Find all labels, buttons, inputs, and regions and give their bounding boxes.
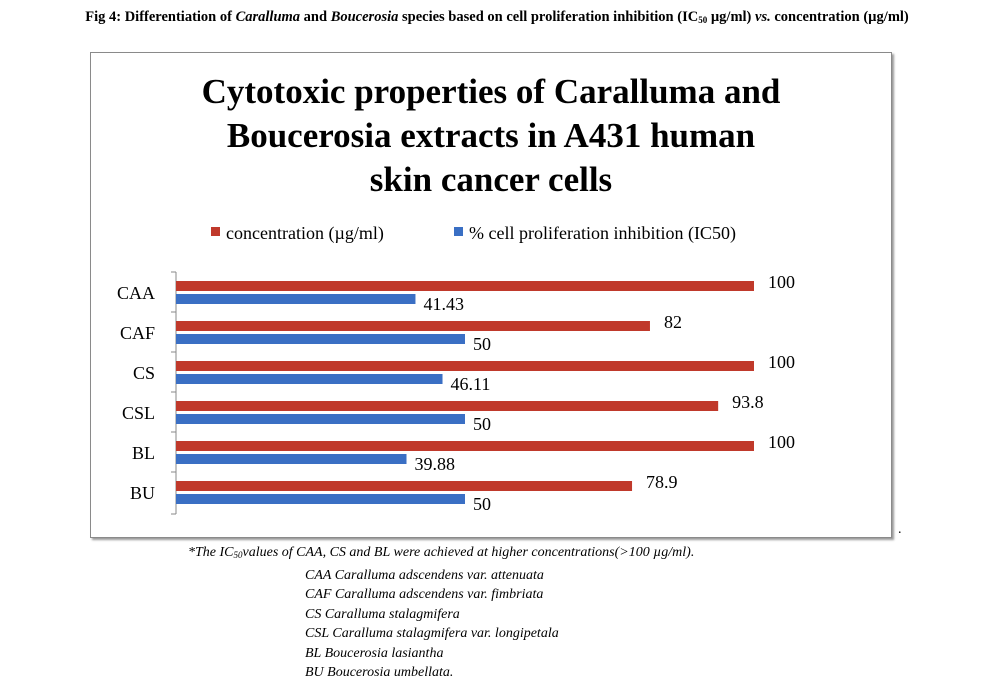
data-label: 100 <box>768 352 795 372</box>
abbreviation: CSL Caralluma stalagmifera var. longipet… <box>305 626 559 641</box>
bar-csl-ic50 <box>176 414 465 424</box>
abbreviation: CAF Caralluma adscendens var. fimbriata <box>305 587 544 602</box>
bar-csl-concentration <box>176 401 719 411</box>
chart-title-line: Boucerosia extracts in A431 human <box>227 116 755 155</box>
data-label: 82 <box>664 312 682 332</box>
data-label: 39.88 <box>415 454 456 474</box>
data-label: 93.8 <box>732 392 764 412</box>
caption-text: concentration (µg/ml) <box>770 9 909 25</box>
abbreviation: CS Caralluma stalagmifera <box>305 606 460 622</box>
trailing-mark: . <box>898 522 902 537</box>
category-label: CS <box>133 363 155 383</box>
bar-caf-concentration <box>176 321 650 331</box>
caption-vs: vs. <box>755 9 771 25</box>
footnote-ic50: *The IC50values of CAA, CS and BL were a… <box>188 543 694 566</box>
data-label: 100 <box>768 272 795 292</box>
data-label: 41.43 <box>423 294 464 314</box>
legend-swatch <box>211 227 220 236</box>
data-label: 50 <box>473 334 491 354</box>
bar-caf-ic50 <box>176 334 465 344</box>
chart-svg: Cytotoxic properties of Caralluma and Bou… <box>117 72 795 515</box>
abbreviation: CAA Caralluma adscendens var. attenuata <box>305 567 544 583</box>
caption-genus: Boucerosia <box>330 9 399 25</box>
caption-text: Fig 4: Differentiation of <box>85 9 236 25</box>
chart-area: Cytotoxic properties of Caralluma and Bou… <box>90 52 892 538</box>
data-label: 50 <box>473 494 491 514</box>
caption-subscript: 50 <box>698 15 708 25</box>
data-label: 78.9 <box>646 472 678 492</box>
data-label: 50 <box>473 414 491 434</box>
legend-label: concentration (µg/ml) <box>226 223 384 244</box>
bar-cs-ic50 <box>176 374 443 384</box>
bar-cs-concentration <box>176 361 754 371</box>
data-label: 100 <box>768 432 795 452</box>
data-label: 46.11 <box>451 374 491 394</box>
legend-label: % cell proliferation inhibition (IC50) <box>469 223 736 244</box>
category-label: CSL <box>122 403 155 423</box>
category-label: BU <box>130 483 155 503</box>
legend-swatch <box>454 227 463 236</box>
bar-bu-ic50 <box>176 494 465 504</box>
bar-caa-ic50 <box>176 294 416 304</box>
footnote-text: *The IC <box>188 545 234 560</box>
abbreviation: BU Boucerosia umbellata. <box>305 665 454 680</box>
caption-text: and <box>300 9 331 25</box>
footnote-subscript: 50 <box>233 550 243 560</box>
footnote-text: values of CAA, CS and BL were achieved a… <box>242 545 695 560</box>
bar-bl-ic50 <box>176 454 407 464</box>
footnotes: *The IC50values of CAA, CS and BL were a… <box>188 543 694 683</box>
caption-text: µg/ml) <box>707 9 756 25</box>
category-label: CAF <box>120 323 155 343</box>
caption-text: species based on cell proliferation inhi… <box>398 9 699 25</box>
bar-caa-concentration <box>176 281 754 291</box>
caption-genus: Caralluma <box>235 9 301 25</box>
bar-bu-concentration <box>176 481 633 491</box>
chart-title-line: skin cancer cells <box>370 160 612 199</box>
abbreviation: BL Boucerosia lasiantha <box>305 645 444 661</box>
category-label: CAA <box>117 283 155 303</box>
chart-title-line: Cytotoxic properties of Caralluma and <box>202 72 781 111</box>
bar-bl-concentration <box>176 441 754 451</box>
category-label: BL <box>132 443 155 463</box>
figure-caption: Fig 4: Differentiation of Caralluma and … <box>0 9 994 26</box>
